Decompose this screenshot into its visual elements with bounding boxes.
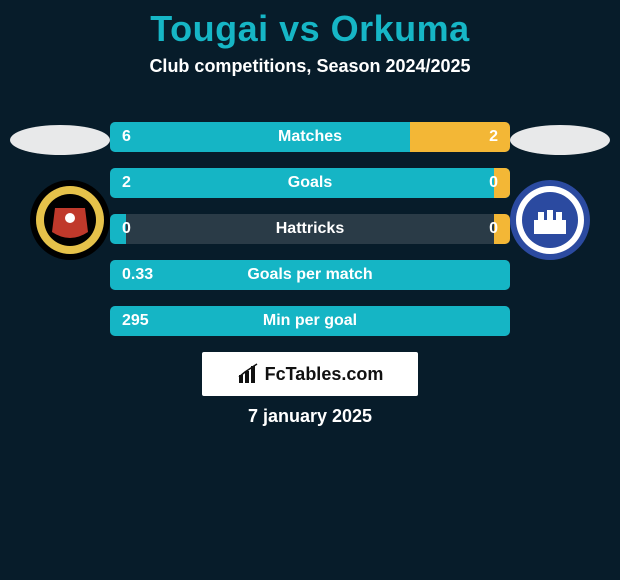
chart-icon: [237, 363, 259, 385]
source-logo: FcTables.com: [202, 352, 418, 396]
stats-table: 62Matches 20Goals 00Hattricks 0.33Goals per…: [110, 122, 510, 352]
player-photo-left: [10, 125, 110, 155]
stat-row: 295Min per goal: [110, 306, 510, 336]
stat-row: 0.33Goals per match: [110, 260, 510, 290]
subtitle: Club competitions, Season 2024/2025: [0, 56, 620, 77]
stat-label: Goals per match: [110, 260, 510, 290]
stat-label: Matches: [110, 122, 510, 152]
date-label: 7 january 2025: [0, 406, 620, 427]
stat-row: 62Matches: [110, 122, 510, 152]
source-logo-text: FcTables.com: [265, 364, 384, 385]
stat-row: 00Hattricks: [110, 214, 510, 244]
stat-label: Goals: [110, 168, 510, 198]
comparison-card: Tougai vs Orkuma Club competitions, Seas…: [0, 0, 620, 580]
page-title: Tougai vs Orkuma: [0, 0, 620, 50]
player-photo-right: [510, 125, 610, 155]
stat-row: 20Goals: [110, 168, 510, 198]
club-crest-left: [20, 180, 120, 260]
stat-label: Min per goal: [110, 306, 510, 336]
club-crest-right: [500, 180, 600, 260]
stat-label: Hattricks: [110, 214, 510, 244]
